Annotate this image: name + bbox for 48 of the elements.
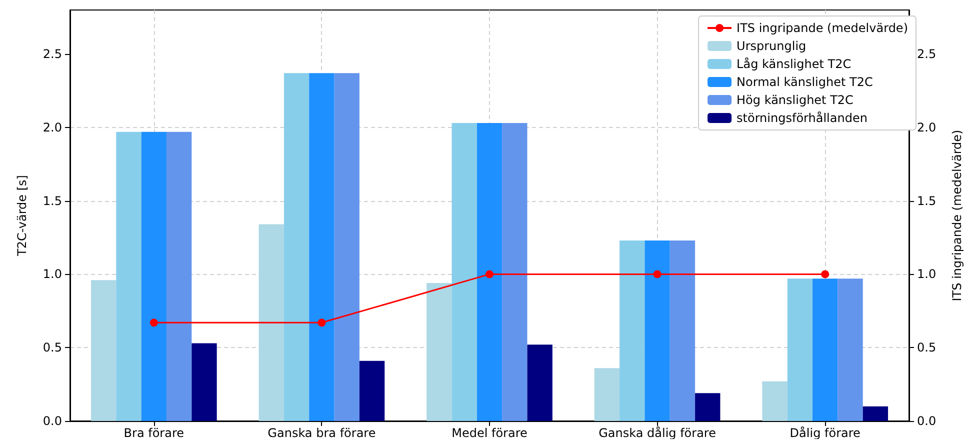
y-tick-label: 1.5 — [42, 194, 62, 208]
bar — [527, 344, 552, 421]
bar — [594, 368, 620, 421]
legend-label: störningsförhållanden — [736, 111, 868, 125]
legend-label: Normal känslighet T2C — [736, 75, 873, 89]
bar — [359, 360, 385, 421]
y2-tick-label: 1.0 — [917, 267, 936, 282]
x-tick-label: Bra förare — [124, 426, 184, 440]
bar — [334, 73, 360, 421]
bar — [192, 343, 217, 421]
y2-tick-label: 2.0 — [917, 120, 936, 134]
bar — [166, 132, 192, 421]
y2-tick-label: 0.0 — [917, 414, 936, 428]
y2-axis-title: ITS ingripande (medelvärde) — [950, 130, 964, 302]
bar — [116, 132, 142, 421]
bar — [258, 224, 284, 421]
bar — [862, 406, 888, 421]
y-tick-label: 0.5 — [42, 340, 62, 355]
y-axis-title: T2C-värde [s] — [15, 175, 29, 257]
legend-label: Hög känslighet T2C — [736, 93, 854, 107]
bar — [502, 123, 528, 421]
y2-tick-label: 2.5 — [917, 47, 936, 62]
y2-tick-label: 0.5 — [917, 340, 936, 355]
x-tick-label: Medel förare — [452, 426, 528, 440]
legend-label: Låg känslighet T2C — [736, 57, 852, 71]
bar — [670, 240, 696, 421]
bar — [284, 73, 310, 421]
bar — [644, 240, 670, 421]
bar — [762, 381, 788, 421]
bar — [476, 123, 502, 421]
legend-label: Ursprunglig — [736, 39, 806, 53]
bar — [90, 280, 116, 421]
bar — [426, 283, 452, 421]
bar — [141, 132, 166, 421]
y-tick-label: 2.5 — [42, 47, 62, 62]
bar — [309, 73, 334, 421]
bar — [812, 278, 838, 421]
bar — [838, 278, 863, 421]
legend-label: ITS ingripande (medelvärde) — [736, 21, 908, 35]
bar — [452, 123, 477, 421]
y-tick-label: 2.0 — [42, 120, 62, 134]
x-tick-label: Ganska bra förare — [268, 426, 376, 440]
bar — [695, 393, 720, 421]
y2-tick-label: 1.5 — [917, 194, 936, 208]
bar — [787, 278, 813, 421]
y-tick-label: 0.0 — [42, 414, 62, 428]
bar — [620, 240, 645, 421]
y-tick-label: 1.0 — [42, 267, 62, 282]
